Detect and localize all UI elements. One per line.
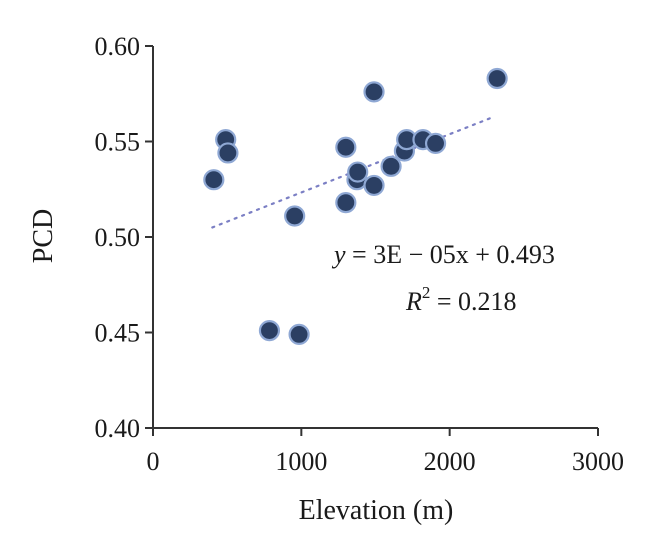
data-point — [288, 323, 310, 346]
data-point — [335, 136, 357, 158]
data-point — [363, 174, 385, 197]
equation-y-variable: y — [331, 240, 346, 269]
y-tick-label: 0.50 — [95, 223, 141, 252]
x-tick-label: 2000 — [424, 447, 476, 476]
x-tick-label: 1000 — [275, 447, 327, 476]
data-point — [486, 67, 508, 90]
data-point — [258, 319, 281, 342]
data-point — [217, 142, 239, 164]
r-squared-label: R2 = 0.218 — [405, 283, 517, 316]
y-tick-label: 0.55 — [95, 128, 141, 157]
y-axis-title: PCD — [28, 209, 59, 263]
data-point — [380, 155, 402, 177]
axes: 0.40 0.45 0.50 0.55 0.60 0 1000 2000 3000 — [95, 32, 625, 476]
data-point — [424, 132, 447, 155]
data-point — [284, 205, 306, 227]
data-point — [335, 192, 357, 214]
r-squared-value: = 0.218 — [430, 287, 516, 316]
y-tick-label: 0.45 — [95, 319, 141, 348]
data-point — [347, 161, 369, 183]
r-squared-r: R — [405, 287, 422, 316]
trendline-equation: y = 3E − 05x + 0.493 — [331, 240, 555, 269]
data-point — [203, 169, 225, 191]
x-tick-label: 3000 — [572, 447, 624, 476]
x-tick-label: 0 — [147, 447, 160, 476]
data-points — [203, 67, 508, 346]
x-axis-title: Elevation (m) — [299, 495, 454, 526]
equation-body: = 3E − 05x + 0.493 — [346, 240, 555, 269]
y-tick-label: 0.40 — [95, 414, 141, 443]
r-squared-superscript: 2 — [422, 283, 431, 302]
y-tick-label: 0.60 — [95, 32, 141, 61]
data-point — [363, 81, 385, 103]
